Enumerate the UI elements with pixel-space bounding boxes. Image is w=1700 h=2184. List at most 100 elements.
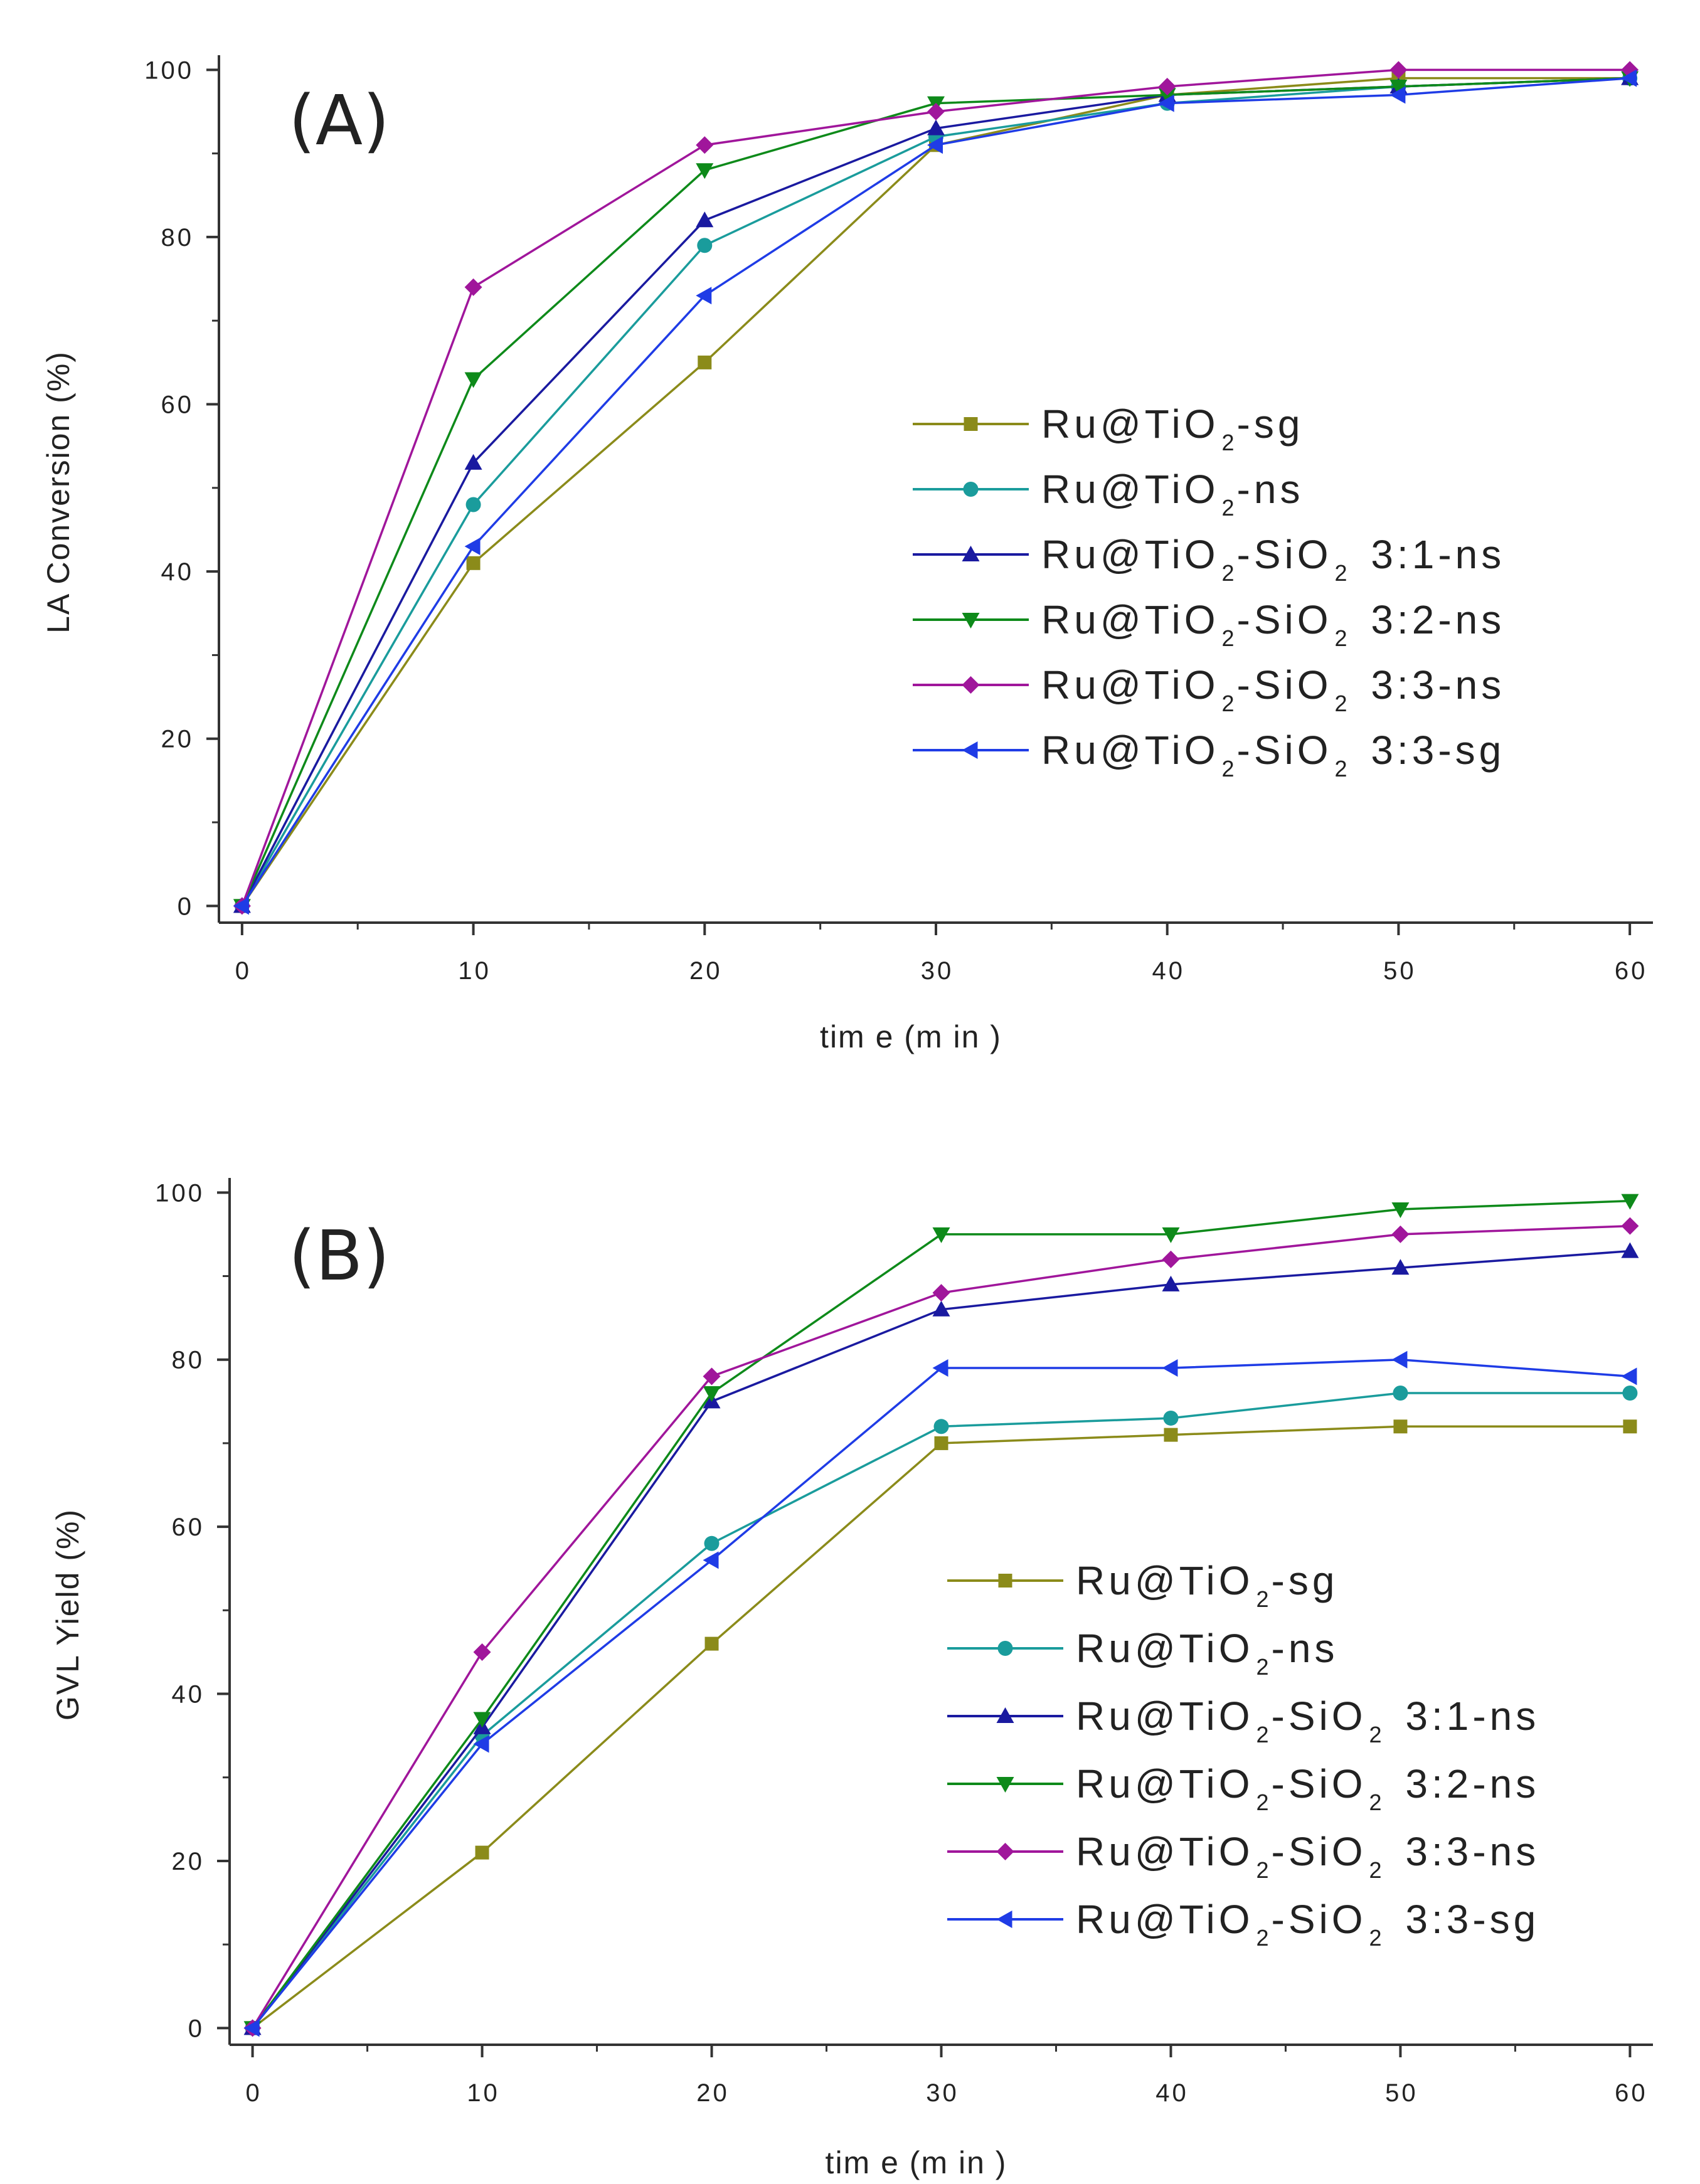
y-tick-label: 0 (178, 893, 194, 920)
data-point (464, 372, 482, 388)
x-tick-label: 0 (245, 2079, 262, 2107)
x-axis-title: tim e (m in ) (826, 2145, 1007, 2180)
series-line (241, 77, 1630, 907)
data-point (1389, 86, 1406, 104)
data-point (1391, 1259, 1410, 1275)
x-tick-label: 10 (467, 2079, 500, 2107)
x-axis-title: tim e (m in ) (820, 1019, 1002, 1054)
data-point (932, 1284, 950, 1302)
data-point (1162, 1359, 1178, 1377)
data-point (473, 1643, 491, 1661)
legend-label: Ru@TiO 2-SiO 2 3:2-ns (1076, 1761, 1539, 1815)
y-axis-title: LA Conversion (%) (41, 351, 76, 633)
data-point (703, 1367, 721, 1386)
data-point (696, 287, 712, 305)
data-point (703, 1386, 721, 1402)
data-point (1389, 79, 1408, 95)
data-point (934, 1436, 948, 1450)
data-point (1621, 1367, 1637, 1386)
data-point (1389, 61, 1408, 79)
legend-marker (963, 482, 979, 497)
y-tick-label: 40 (172, 1681, 205, 1709)
x-tick-label: 10 (458, 957, 491, 985)
data-point (233, 897, 249, 915)
legend-label: Ru@TiO 2-ns (1041, 467, 1304, 521)
data-point (932, 1359, 948, 1377)
data-point (466, 556, 481, 570)
legend-label: Ru@TiO 2-SiO 2 3:3-sg (1041, 728, 1505, 782)
x-tick-label: 20 (689, 957, 723, 985)
data-point (1622, 1386, 1638, 1401)
panel-a: 0 20 40 60 80 100 0 10 20 30 40 50 60 tim e (m in ) LA… (41, 55, 1653, 1054)
y-tick-label: 80 (161, 224, 194, 252)
legend-marker (962, 676, 980, 694)
y-tick-label: 100 (144, 56, 194, 84)
legend-marker (996, 1777, 1014, 1793)
y-tick-label: 20 (172, 1848, 205, 1875)
series-line (241, 77, 1630, 907)
x-tick-label: 50 (1385, 2079, 1418, 2107)
data-point (1162, 1275, 1180, 1291)
x-tick-label: 30 (921, 957, 954, 985)
series-line (241, 77, 1630, 907)
data-point (1391, 1225, 1410, 1243)
data-point (704, 1535, 720, 1551)
data-point (1164, 1428, 1178, 1442)
data-point (1163, 1410, 1179, 1426)
y-axis-title: GVL Yield (%) (50, 1508, 85, 1720)
y-tick-label: 80 (172, 1347, 205, 1374)
x-tick-label: 30 (926, 2079, 959, 2107)
data-point (696, 163, 714, 179)
data-point (1621, 1194, 1639, 1210)
x-tick-label: 0 (235, 957, 252, 985)
series-line (241, 77, 1630, 907)
legend-label: Ru@TiO 2-sg (1076, 1558, 1338, 1612)
legend-marker (996, 1911, 1012, 1928)
y-tick-label: 40 (161, 558, 194, 586)
data-point (1621, 69, 1637, 87)
data-point (473, 1712, 491, 1728)
legend-label: Ru@TiO 2-sg (1041, 401, 1304, 455)
legend-label: Ru@TiO 2-SiO 2 3:3-ns (1041, 662, 1505, 716)
data-point (1623, 1419, 1637, 1434)
legend-marker (996, 1843, 1014, 1860)
data-point (1162, 1250, 1180, 1268)
data-point (927, 136, 943, 154)
data-point (927, 102, 945, 120)
legend-marker (962, 613, 980, 628)
legend-label: Ru@TiO 2-SiO 2 3:1-ns (1041, 532, 1505, 586)
data-point (1391, 1202, 1410, 1218)
data-point (464, 538, 481, 556)
x-tick-label: 40 (1155, 2079, 1189, 2107)
legend-label: Ru@TiO 2-SiO 2 3:3-ns (1076, 1829, 1539, 1883)
data-point (465, 497, 481, 512)
y-tick-label: 20 (161, 726, 194, 753)
data-point (703, 1551, 719, 1569)
legend-label: Ru@TiO 2-ns (1076, 1626, 1338, 1680)
data-point (1162, 1227, 1180, 1243)
x-tick-label: 60 (1615, 957, 1648, 985)
data-point (696, 211, 714, 228)
data-point (1391, 1350, 1408, 1369)
y-tick-label: 60 (172, 1513, 205, 1541)
series-line (241, 77, 1630, 907)
legend-marker (996, 1707, 1014, 1723)
data-point (1621, 1242, 1639, 1258)
legend-marker (998, 1574, 1012, 1588)
legend-label: Ru@TiO 2-SiO 2 3:1-ns (1076, 1694, 1539, 1747)
data-point (698, 355, 712, 369)
legend-label: Ru@TiO 2-SiO 2 3:3-sg (1076, 1897, 1539, 1951)
data-point (1393, 1419, 1408, 1434)
legend-marker (962, 546, 980, 561)
y-tick-label: 0 (188, 2015, 205, 2042)
legend-marker (962, 741, 978, 759)
data-point (704, 1636, 719, 1651)
panel-label: (A) (289, 80, 390, 161)
data-point (464, 453, 482, 470)
x-tick-label: 50 (1383, 957, 1416, 985)
data-point (475, 1845, 489, 1860)
legend: Ru@TiO 2-sg Ru@TiO 2-ns Ru@TiO 2-SiO 2 3:1-ns R… (947, 1558, 1539, 1951)
legend-marker (997, 1641, 1013, 1656)
data-point (1158, 94, 1174, 112)
